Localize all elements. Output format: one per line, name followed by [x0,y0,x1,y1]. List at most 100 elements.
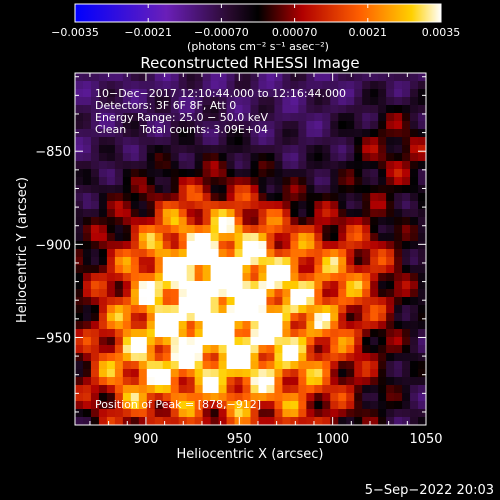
heatmap-cell [170,361,180,370]
heatmap-cell [75,249,84,258]
heatmap-cell [122,401,132,410]
heatmap-cell [218,345,228,354]
heatmap-cell [146,281,156,290]
heatmap-cell [370,169,379,178]
heatmap-cell [330,345,339,354]
colorbar-tick-label: 0.00070 [272,26,318,39]
heatmap-cell [90,169,100,178]
heatmap-cell [394,129,403,138]
heatmap-cell [402,241,411,250]
heatmap-cell [218,73,228,82]
heatmap-cell [338,241,347,250]
heatmap-cell [314,105,323,114]
heatmap-cell [194,385,204,394]
heatmap-cell [194,201,204,210]
heatmap-cell [146,89,156,98]
heatmap-cell [418,185,426,194]
heatmap-cell [202,121,212,130]
heatmap-cell [170,401,180,410]
heatmap-cell [314,217,323,226]
heatmap-cell [138,369,148,378]
heatmap-cell [370,289,379,298]
heatmap-cell [114,409,124,418]
heatmap-cell [75,393,84,402]
heatmap-cell [418,129,426,138]
heatmap-cell [266,345,276,354]
heatmap-cell [394,193,403,202]
heatmap-cell [378,177,387,186]
heatmap-cell [202,265,212,274]
heatmap-cell [418,145,426,154]
heatmap-cell [146,153,156,162]
heatmap-cell [386,257,395,266]
heatmap-cell [154,401,164,410]
heatmap-cell [330,401,339,410]
heatmap-cell [394,297,403,306]
heatmap-cell [75,225,84,234]
heatmap-cell [178,329,188,338]
heatmap-cell [314,153,323,162]
heatmap-cell [194,233,204,242]
heatmap-cell [194,401,204,410]
heatmap-cell [218,121,228,130]
heatmap-cell [386,345,395,354]
heatmap-cell [154,217,164,226]
heatmap-cell [138,305,148,314]
heatmap-cell [362,369,371,378]
heatmap-cell [178,225,188,234]
heatmap-cell [410,201,419,210]
heatmap-cell [354,121,363,130]
heatmap-cell [330,137,339,146]
heatmap-cell [410,313,419,322]
heatmap-cell [418,345,426,354]
heatmap-cell [274,241,284,250]
heatmap-cell [178,393,188,402]
y-tick-label: −900 [35,238,71,253]
heatmap-cell [306,193,315,202]
heatmap-cell [162,113,172,122]
heatmap-cell [378,129,387,138]
heatmap-cell [106,73,116,82]
heatmap-cell [306,137,315,146]
heatmap-cell [418,73,426,82]
heatmap-cell [378,153,387,162]
heatmap-cell [314,265,323,274]
heatmap-cell [338,121,347,130]
heatmap-cell [130,393,140,402]
heatmap-cell [130,329,140,338]
heatmap-cell [122,249,132,258]
heatmap-cell [274,321,284,330]
heatmap-cell [274,257,284,266]
colorbar-tick-label: 0.0021 [349,26,388,39]
heatmap-cell [330,201,339,210]
heatmap-cell [170,145,180,154]
footer-date: 5−Sep−2022 20:03 [365,483,494,498]
heatmap-cell [282,353,291,362]
heatmap-cell [138,161,148,170]
heatmap-cell [386,377,395,386]
heatmap-cell [354,337,363,346]
heatmap-cell [162,241,172,250]
heatmap-cell [226,129,236,138]
heatmap-cell [114,361,124,370]
heatmap-cell [242,81,252,90]
heatmap-cell [282,273,291,282]
heatmap-cell [75,113,84,122]
heatmap-cell [194,273,204,282]
heatmap-cell [338,153,347,162]
heatmap-cell [266,377,276,386]
heatmap-cell [234,89,244,98]
heatmap-cell [122,161,132,170]
heatmap-cell [330,241,339,250]
heatmap-cell [330,105,339,114]
heatmap-cell [98,233,108,242]
heatmap-cell [130,129,140,138]
heatmap-cell [362,233,371,242]
heatmap-cell [178,121,188,130]
heatmap-cell [146,145,156,154]
heatmap-cell [162,177,172,186]
heatmap-cell [90,313,100,322]
heatmap-cell [410,233,419,242]
heatmap-cell [258,297,268,306]
heatmap-cell [178,137,188,146]
